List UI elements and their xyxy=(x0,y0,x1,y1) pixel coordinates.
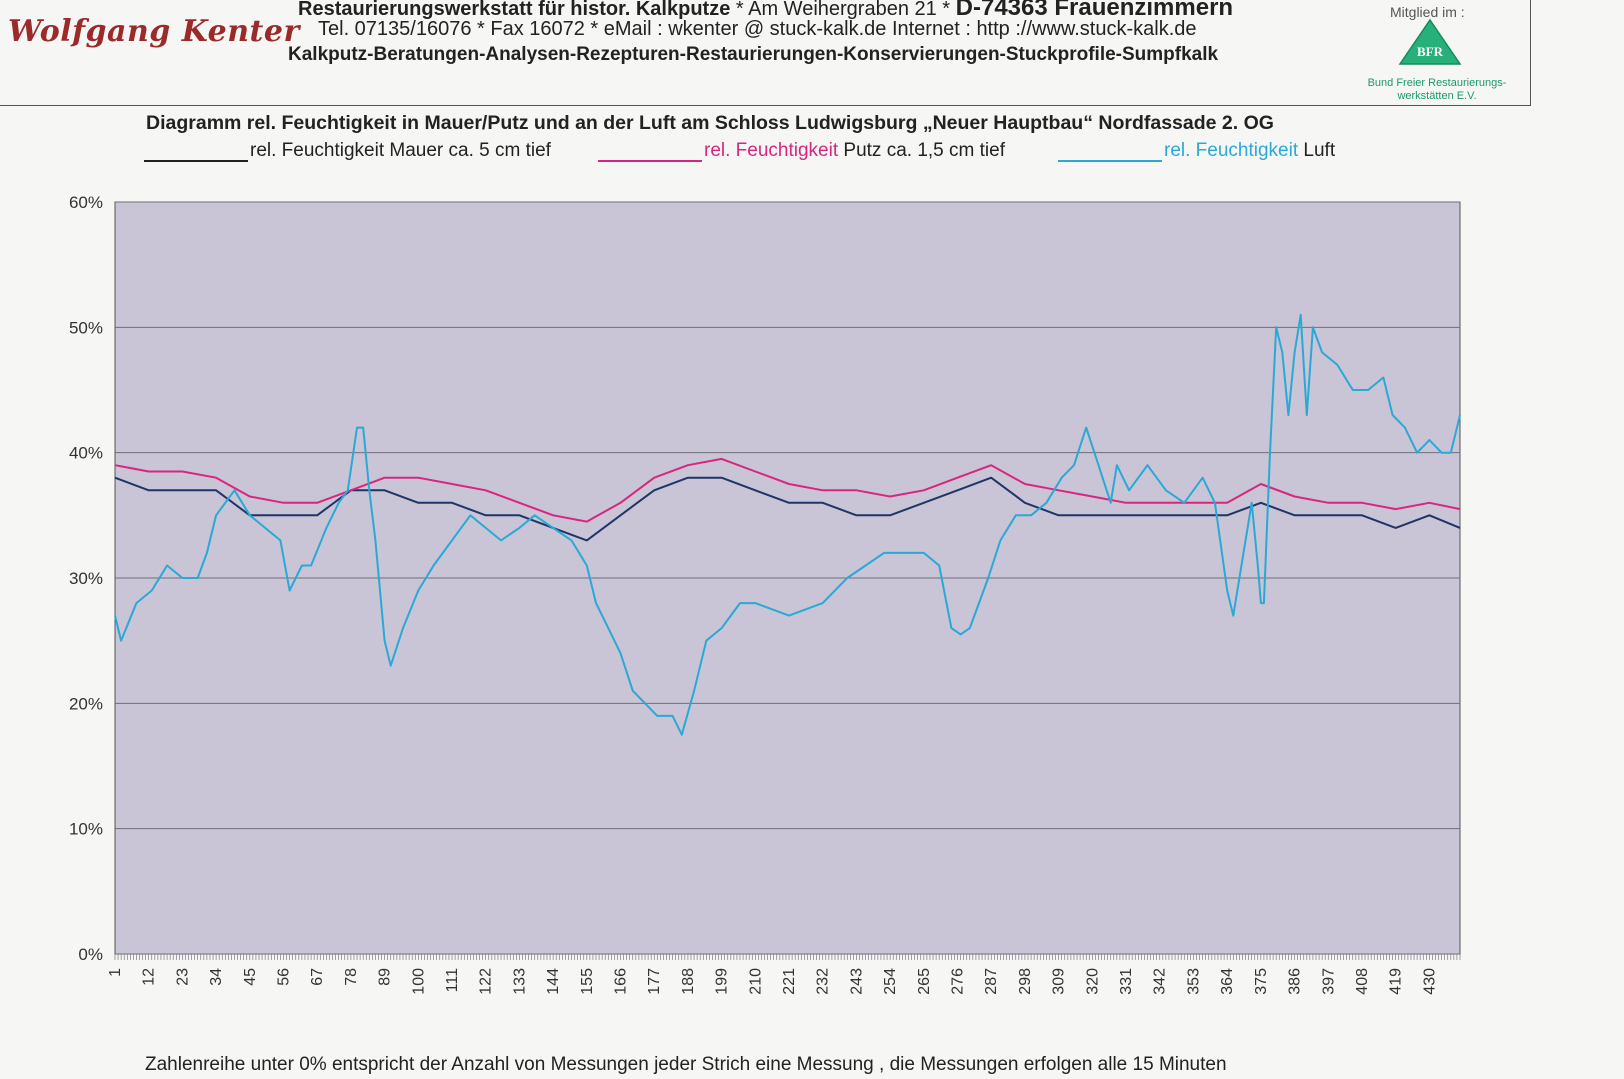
x-tick-label: 133 xyxy=(511,968,528,995)
services-line: Kalkputz-Beratungen-Analysen-Rezepturen-… xyxy=(288,44,1219,65)
y-tick-label: 0% xyxy=(78,945,103,964)
x-tick-label: 199 xyxy=(714,968,731,995)
letterhead: Wolfgang Kenter Restaurierungswerkstatt … xyxy=(0,0,1531,106)
legend-text-mauer: rel. Feuchtigkeit Mauer ca. 5 cm tief xyxy=(250,140,551,161)
series-line-mauer xyxy=(114,476,1461,542)
x-tick-label: 287 xyxy=(983,968,1000,995)
legend-text-putz: Putz ca. 1,5 cm tief xyxy=(838,140,1005,161)
series-line-putz xyxy=(114,457,1461,523)
x-tick-label: 353 xyxy=(1185,968,1202,995)
contact-line: Tel. 07135/16076 * Fax 16072 * eMail : w… xyxy=(318,18,1197,40)
chart-legend: rel. Feuchtigkeit Mauer ca. 5 cm tief re… xyxy=(144,140,1374,170)
x-tick-label: 419 xyxy=(1388,968,1405,995)
x-tick-label: 89 xyxy=(377,968,394,986)
legend-item-luft: rel. Feuchtigkeit Luft xyxy=(1058,140,1335,162)
legend-prefix-luft: rel. Feuchtigkeit xyxy=(1164,140,1299,161)
x-tick-label: 34 xyxy=(208,968,225,986)
y-tick-label: 50% xyxy=(69,318,103,337)
x-tick-label: 221 xyxy=(781,968,798,995)
y-tick-label: 60% xyxy=(69,193,103,212)
footnote: Zahlenreihe unter 0% entspricht der Anza… xyxy=(145,1054,1227,1075)
x-tick-label: 177 xyxy=(646,968,663,995)
legend-prefix-putz: rel. Feuchtigkeit xyxy=(704,140,839,161)
x-tick-label: 265 xyxy=(916,968,933,995)
x-tick-label: 254 xyxy=(882,968,899,995)
x-tick-label: 331 xyxy=(1118,968,1135,995)
x-tick-label: 386 xyxy=(1287,968,1304,995)
x-tick-label: 1 xyxy=(107,968,124,977)
street-address: * Am Weihergraben 21 * xyxy=(730,0,956,20)
x-tick-label: 430 xyxy=(1421,968,1438,995)
logo-caption: Bund Freier Restaurierungs- werkstätten … xyxy=(1367,77,1507,102)
x-tick-label: 166 xyxy=(613,968,630,995)
legend-swatch-putz xyxy=(598,160,702,162)
workshop-name: Restaurierungswerkstatt für histor. Kalk… xyxy=(298,0,731,20)
x-tick-label: 122 xyxy=(478,968,495,995)
x-tick-label: 320 xyxy=(1084,968,1101,995)
y-tick-label: 20% xyxy=(69,694,103,713)
x-tick-label: 243 xyxy=(848,968,865,995)
x-tick-label: 397 xyxy=(1320,968,1337,995)
legend-swatch-mauer xyxy=(144,160,248,162)
x-tick-label: 111 xyxy=(444,968,461,992)
member-label: Mitglied im : xyxy=(1390,4,1465,20)
y-tick-label: 10% xyxy=(69,820,103,839)
humidity-line-chart: 0% 10% 20% 30% 40% 50% 60% 1 12 23 34 45 56 67 78 89 100… xyxy=(69,193,1461,995)
x-tick-label: 155 xyxy=(579,968,596,995)
x-tick-label: 78 xyxy=(343,968,360,986)
x-tick-label: 23 xyxy=(174,968,191,986)
x-tick-label: 375 xyxy=(1253,968,1270,995)
y-tick-label: 30% xyxy=(69,569,103,588)
measurement-ticks xyxy=(114,954,1461,960)
x-tick-label: 56 xyxy=(276,968,293,986)
x-tick-label: 45 xyxy=(242,968,259,986)
x-tick-label: 67 xyxy=(309,968,326,986)
legend-swatch-luft xyxy=(1058,160,1162,162)
x-tick-label: 12 xyxy=(141,968,158,986)
x-tick-label: 100 xyxy=(410,968,427,995)
legend-text-luft: Luft xyxy=(1298,140,1336,161)
series-line-luft xyxy=(114,313,1461,736)
bfr-logo-icon: BFR xyxy=(1398,18,1462,65)
x-tick-label: 144 xyxy=(545,968,562,995)
x-tick-label: 364 xyxy=(1219,968,1236,995)
brand-signature: Wolfgang Kenter xyxy=(8,14,300,49)
x-tick-label: 232 xyxy=(815,968,832,995)
x-tick-label: 408 xyxy=(1354,968,1371,995)
letterhead-address-line: Restaurierungswerkstatt für histor. Kalk… xyxy=(298,0,1233,22)
city-address: D-74363 Frauenzimmern xyxy=(955,0,1234,21)
x-tick-label: 276 xyxy=(950,968,967,995)
legend-item-mauer: rel. Feuchtigkeit Mauer ca. 5 cm tief xyxy=(144,140,551,162)
legend-item-putz: rel. Feuchtigkeit Putz ca. 1,5 cm tief xyxy=(598,140,1005,162)
chart-title: Diagramm rel. Feuchtigkeit in Mauer/Putz… xyxy=(146,112,1274,134)
x-tick-label: 210 xyxy=(747,968,764,995)
x-tick-label: 309 xyxy=(1051,968,1068,995)
y-tick-label: 40% xyxy=(69,444,103,463)
logo-text: BFR xyxy=(1417,44,1444,59)
x-tick-label: 298 xyxy=(1017,968,1034,995)
x-tick-label: 342 xyxy=(1152,968,1169,995)
x-tick-label: 188 xyxy=(680,968,697,995)
